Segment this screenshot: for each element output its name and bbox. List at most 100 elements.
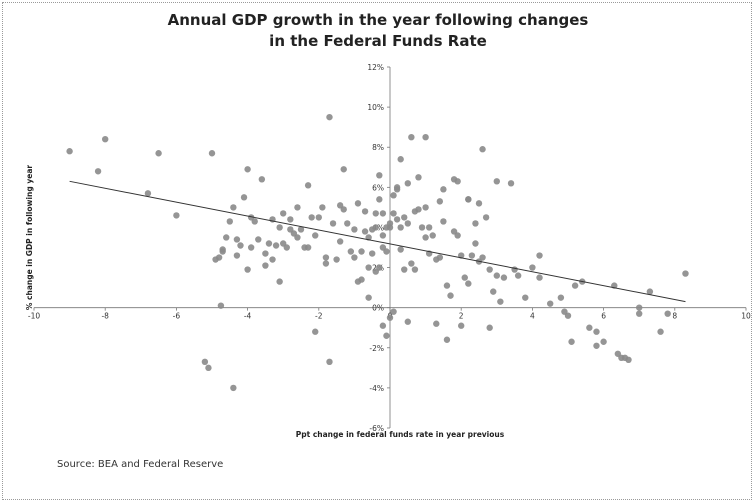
data-point — [340, 166, 347, 173]
data-point — [258, 176, 266, 183]
data-point — [247, 214, 255, 221]
trendline-line — [69, 180, 686, 303]
data-point — [436, 254, 444, 261]
y-axis-label: % change in GDP in following year — [25, 165, 34, 310]
data-point — [322, 254, 330, 261]
data-point — [365, 264, 372, 271]
data-point — [201, 358, 209, 366]
data-point — [376, 196, 383, 203]
data-point — [447, 292, 454, 299]
data-point — [304, 244, 312, 251]
data-point — [379, 232, 387, 239]
data-point — [568, 338, 575, 345]
x-tick-label: 4 — [530, 312, 535, 321]
data-point — [344, 220, 351, 227]
y-tick-label: -6% — [369, 424, 384, 433]
data-point — [561, 308, 568, 315]
data-point — [336, 238, 344, 245]
data-point — [646, 288, 654, 295]
data-point — [472, 220, 479, 227]
y-tick-label: 8% — [372, 143, 384, 152]
data-point — [490, 288, 497, 295]
data-point — [593, 328, 600, 335]
data-point — [415, 174, 422, 181]
data-point — [497, 298, 504, 305]
data-point — [276, 224, 283, 231]
data-point — [418, 224, 426, 231]
data-point — [226, 218, 233, 225]
y-tick-label: -2% — [369, 344, 384, 353]
data-point — [493, 272, 500, 279]
data-point — [283, 244, 290, 251]
data-point — [529, 264, 536, 271]
y-tick-label: 10% — [367, 103, 384, 112]
data-point — [255, 236, 262, 243]
data-point — [244, 266, 251, 273]
data-point — [230, 204, 237, 211]
data-point — [312, 328, 319, 335]
data-point — [233, 252, 241, 259]
data-point — [276, 278, 283, 285]
data-point — [390, 308, 397, 315]
data-point — [297, 226, 305, 233]
x-tick-label: -8 — [101, 312, 109, 321]
data-point — [586, 324, 593, 331]
data-point — [536, 252, 543, 259]
data-point — [415, 206, 422, 213]
data-point — [404, 220, 411, 227]
data-point — [240, 194, 248, 201]
x-tick-label: -10 — [28, 312, 40, 321]
data-point — [66, 148, 73, 155]
data-point — [219, 246, 226, 253]
data-point — [173, 212, 180, 219]
trendline — [69, 180, 686, 303]
data-point — [215, 254, 223, 261]
data-point — [319, 204, 326, 211]
data-point — [304, 182, 312, 189]
x-tick-label: 8 — [672, 312, 677, 321]
data-point — [443, 282, 451, 289]
data-point — [237, 242, 244, 249]
data-point — [383, 332, 390, 339]
data-point — [443, 336, 451, 343]
data-point — [422, 133, 429, 141]
data-point — [440, 186, 447, 193]
data-point — [390, 210, 397, 217]
x-tick-label: -6 — [173, 312, 181, 321]
data-point — [514, 272, 522, 279]
data-point — [408, 133, 415, 141]
data-point — [376, 172, 383, 179]
data-point — [102, 136, 109, 143]
data-point — [233, 236, 241, 243]
data-point — [433, 320, 440, 327]
data-point — [390, 192, 397, 199]
data-point — [493, 178, 500, 185]
data-point — [500, 274, 508, 281]
data-point — [379, 244, 387, 251]
data-point — [404, 180, 411, 187]
data-point — [262, 262, 269, 269]
data-point — [657, 328, 664, 335]
data-point — [682, 270, 689, 277]
data-point — [205, 364, 212, 372]
data-point — [94, 168, 102, 175]
data-point — [247, 244, 255, 251]
data-point — [369, 250, 376, 257]
axes: -10-8-6-4-20246810-6%-4%-2%0%2%4%6%8%10%… — [28, 63, 751, 433]
data-point — [507, 180, 515, 187]
data-point — [208, 150, 216, 157]
data-point — [664, 310, 671, 317]
data-point — [326, 358, 333, 366]
data-point — [361, 228, 369, 235]
data-point — [372, 210, 379, 217]
data-point — [308, 214, 315, 221]
data-point — [472, 240, 479, 247]
data-point — [636, 304, 643, 311]
data-point — [482, 214, 490, 221]
data-point — [272, 242, 280, 249]
data-point — [223, 234, 230, 241]
data-point — [429, 232, 436, 239]
data-point — [347, 248, 355, 255]
